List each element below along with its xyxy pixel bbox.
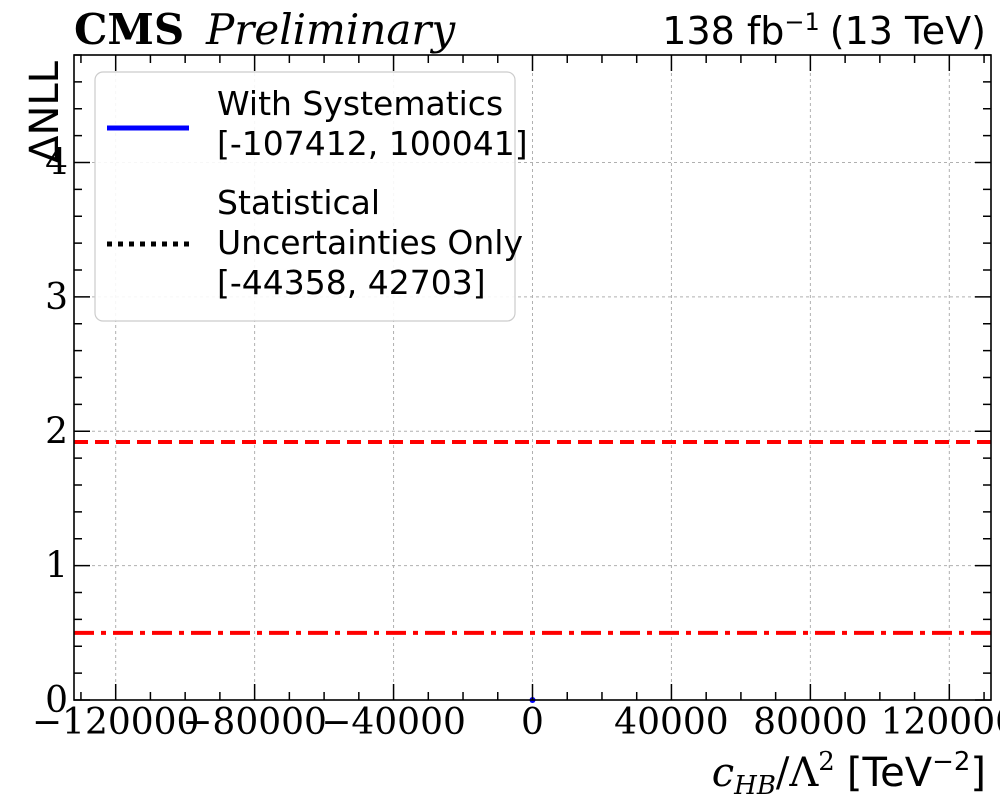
legend-label-systematics: With Systematics [-107412, 100041]: [217, 84, 528, 163]
x-tick-label-0: −120000: [32, 702, 200, 743]
x-axis-label: cHB/Λ2 [TeV−2]: [712, 747, 986, 800]
x-tick-label-1: −80000: [182, 702, 327, 743]
x-label-unit: [TeV: [847, 750, 933, 796]
legend-systematics-line1: With Systematics: [217, 84, 503, 123]
plot-frame: [73, 54, 992, 701]
x-tick-label-5: 80000: [753, 702, 868, 743]
legend-statistical-line2: Uncertainties Only: [217, 223, 523, 262]
lumi-exponent: −1: [784, 8, 819, 36]
legend-label-statistical: Statistical Uncertainties Only [-44358, …: [217, 183, 534, 302]
y-tick-label-0: 0: [45, 680, 68, 721]
legend-statistical-line3: [-44358, 42703]: [217, 263, 486, 302]
x-label-pow: 2: [818, 747, 835, 777]
x-label-var: c: [712, 750, 734, 796]
legend-systematics-line2: [-107412, 100041]: [217, 124, 528, 163]
lumi-value: 138 fb: [662, 9, 784, 53]
x-label-sub: HB: [733, 771, 776, 800]
luminosity-label: 138 fb−1 (13 TeV): [662, 8, 986, 53]
legend: With Systematics [-107412, 100041] Stati…: [94, 71, 534, 322]
axis-ticks: −120000−80000−40000 0 40000 80000 120000 0 1 2 3…: [32, 54, 1000, 743]
reference-lines: [74, 440, 991, 635]
x-label-close: ]: [970, 750, 986, 796]
x-tick-label-2: −40000: [321, 702, 466, 743]
y-tick-label-2: 2: [45, 411, 68, 452]
x-tick-label-3: 0: [521, 702, 544, 743]
legend-box: [94, 71, 516, 322]
x-label-unit-pow: −2: [932, 747, 970, 777]
x-tick-label-6: 120000: [881, 702, 1000, 743]
y-tick-label-4: 4: [45, 143, 68, 184]
legend-statistical-line1: Statistical: [217, 183, 380, 222]
x-label-div: /Λ: [776, 750, 819, 796]
x-tick-label-4: 40000: [614, 702, 729, 743]
y-axis-label: ΔNLL: [22, 60, 68, 163]
y-tick-label-3: 3: [45, 277, 68, 318]
status-label: Preliminary: [205, 5, 456, 54]
y-tick-label-1: 1: [45, 546, 68, 587]
energy-value: (13 TeV): [830, 9, 986, 53]
experiment-label: CMS: [74, 5, 184, 54]
